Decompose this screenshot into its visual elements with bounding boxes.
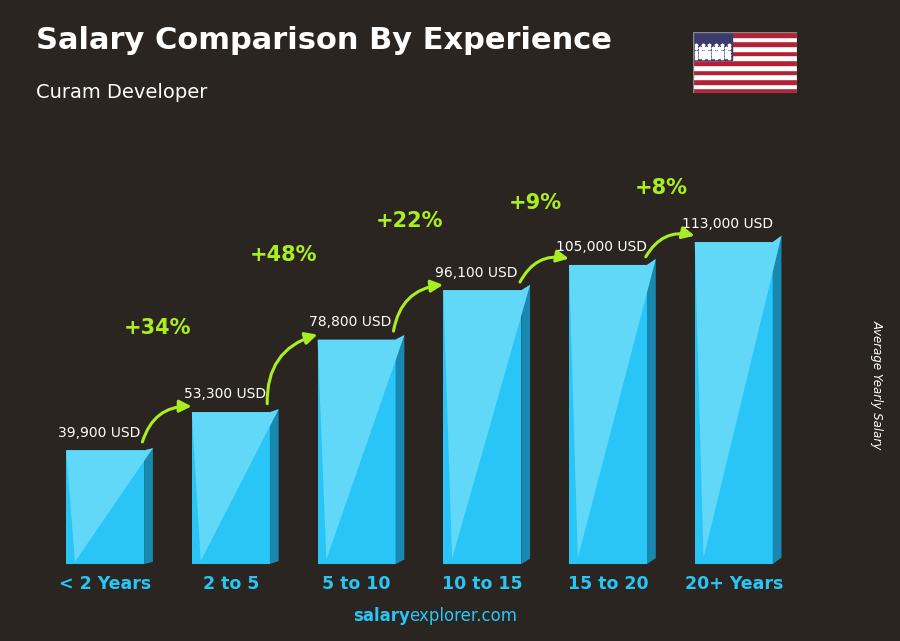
Bar <box>693 42 796 46</box>
Text: +9%: +9% <box>508 194 562 213</box>
Bar <box>693 88 796 93</box>
Bar <box>693 60 796 65</box>
Polygon shape <box>192 412 270 564</box>
Text: +8%: +8% <box>634 178 688 198</box>
Bar <box>693 32 733 60</box>
Polygon shape <box>521 285 530 564</box>
Text: 96,100 USD: 96,100 USD <box>435 265 518 279</box>
Bar <box>693 65 796 69</box>
Polygon shape <box>67 451 144 564</box>
Text: salary: salary <box>353 607 410 625</box>
Bar <box>693 79 796 83</box>
Polygon shape <box>647 259 656 564</box>
Polygon shape <box>67 448 153 562</box>
Bar <box>693 83 796 88</box>
Text: 105,000 USD: 105,000 USD <box>556 240 647 254</box>
Polygon shape <box>192 409 279 561</box>
Text: Salary Comparison By Experience: Salary Comparison By Experience <box>36 26 612 54</box>
Text: 39,900 USD: 39,900 USD <box>58 426 140 440</box>
Polygon shape <box>773 236 781 564</box>
Bar <box>693 74 796 79</box>
Text: +22%: +22% <box>375 211 443 231</box>
Polygon shape <box>144 448 153 564</box>
Bar <box>693 46 796 51</box>
Polygon shape <box>270 409 279 564</box>
Polygon shape <box>444 285 530 558</box>
Polygon shape <box>395 335 404 564</box>
Bar <box>693 37 796 42</box>
Bar <box>693 69 796 74</box>
Text: Average Yearly Salary: Average Yearly Salary <box>871 320 884 449</box>
Text: explorer.com: explorer.com <box>410 607 518 625</box>
Bar <box>693 32 796 37</box>
Text: +48%: +48% <box>250 245 318 265</box>
Polygon shape <box>695 242 773 564</box>
Text: 53,300 USD: 53,300 USD <box>184 387 266 401</box>
Polygon shape <box>444 290 521 564</box>
Polygon shape <box>318 335 404 560</box>
Polygon shape <box>569 265 647 564</box>
Text: +34%: +34% <box>124 318 192 338</box>
Text: 113,000 USD: 113,000 USD <box>682 217 773 231</box>
Polygon shape <box>695 236 781 558</box>
Bar <box>693 56 796 60</box>
Bar <box>693 51 796 56</box>
Text: 78,800 USD: 78,800 USD <box>309 315 392 329</box>
Polygon shape <box>318 340 395 564</box>
Polygon shape <box>569 259 656 558</box>
Text: Curam Developer: Curam Developer <box>36 83 207 103</box>
